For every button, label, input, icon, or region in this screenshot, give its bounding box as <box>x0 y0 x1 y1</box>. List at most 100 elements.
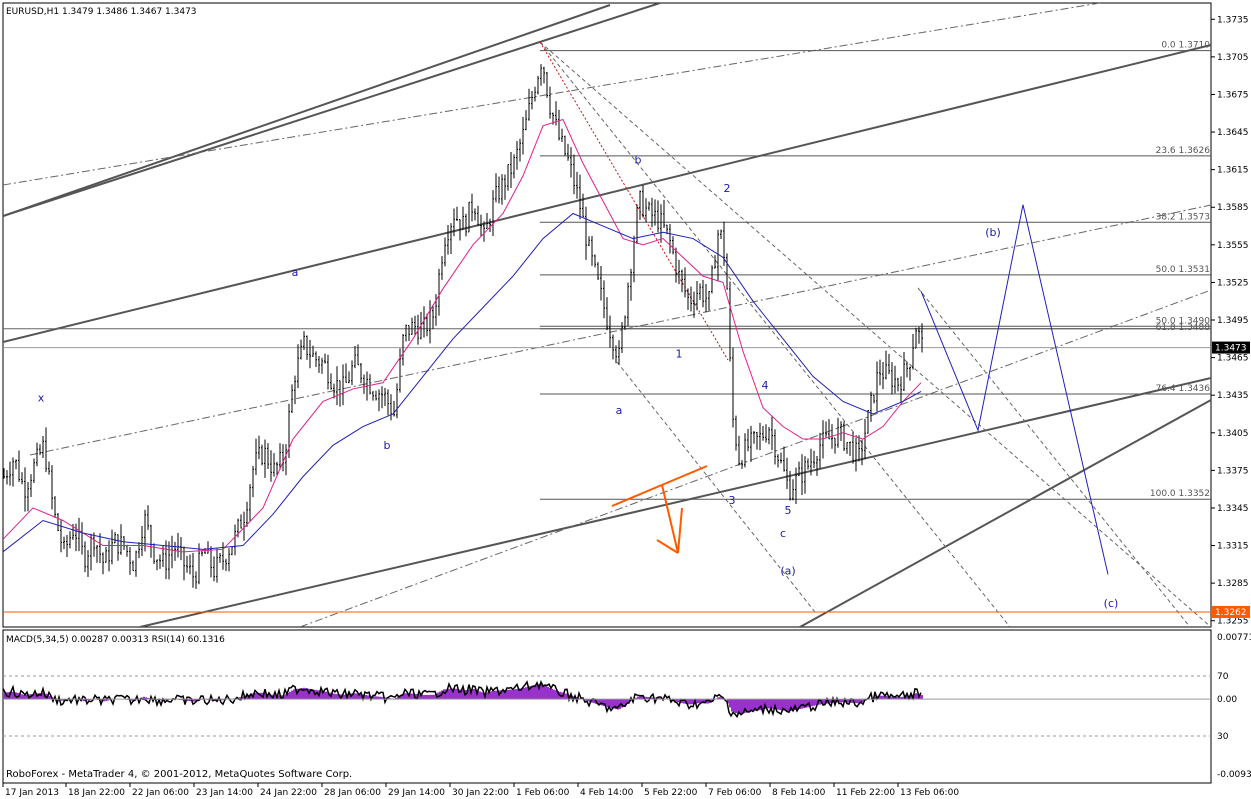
macd-histogram-bar <box>23 695 25 700</box>
macd-histogram-bar <box>401 694 403 700</box>
macd-histogram-bar <box>145 697 147 700</box>
x-tick-label-11: 7 Feb 06:00 <box>708 788 762 798</box>
macd-histogram-bar <box>635 697 637 700</box>
macd-histogram-bar <box>193 699 195 702</box>
fan-line-2 <box>539 41 1011 627</box>
macd-histogram-bar <box>447 688 449 700</box>
macd-histogram-bar <box>527 686 529 700</box>
macd-histogram-bar <box>399 695 401 700</box>
macd-histogram-bar <box>601 699 603 706</box>
macd-histogram-bar <box>887 696 889 700</box>
macd-histogram-bar <box>675 699 677 702</box>
macd-histogram-bar <box>783 699 785 711</box>
macd-histogram-bar <box>323 691 325 700</box>
macd-histogram-bar <box>307 688 309 700</box>
macd-histogram-bar <box>545 685 547 700</box>
macd-histogram-bar <box>239 697 241 700</box>
macd-histogram-bar <box>759 699 761 711</box>
macd-histogram-bar <box>309 688 311 700</box>
macd-histogram-bar <box>289 691 291 700</box>
macd-histogram-bar <box>509 689 511 700</box>
macd-histogram-bar <box>779 699 781 710</box>
macd-histogram-bar <box>657 697 659 700</box>
macd-histogram-bar <box>427 694 429 700</box>
macd-histogram-bar <box>591 699 593 703</box>
macd-histogram-bar <box>481 692 483 700</box>
x-tick-label-3: 23 Jan 14:00 <box>196 788 253 798</box>
wave-label-7: 4 <box>762 379 769 392</box>
wave-label-0: x <box>38 391 45 404</box>
macd-histogram-bar <box>333 693 335 700</box>
macd-histogram-bar <box>919 694 921 700</box>
macd-histogram-bar <box>157 699 159 701</box>
wave-label-4: 2 <box>724 182 731 195</box>
macd-histogram-bar <box>181 699 183 701</box>
macd-histogram-bar <box>755 699 757 711</box>
fib-label-5: 61.8 1.3488 <box>1156 323 1211 333</box>
macd-histogram-bar <box>221 699 223 701</box>
macd-histogram-bar <box>337 694 339 700</box>
macd-histogram-bar <box>823 699 825 704</box>
macd-histogram-bar <box>773 699 775 710</box>
macd-histogram-bar <box>615 699 617 710</box>
macd-histogram-bar <box>695 699 697 704</box>
macd-histogram-bar <box>475 689 477 700</box>
macd-histogram-bar <box>703 699 705 704</box>
macd-histogram-bar <box>537 684 539 700</box>
macd-histogram-bar <box>11 691 13 700</box>
macd-histogram-bar <box>851 699 853 703</box>
y-tick-label-11: 1.3405 <box>1217 429 1249 439</box>
macd-histogram-bar <box>787 699 789 712</box>
macd-histogram-bar <box>293 689 295 700</box>
macd-histogram-bar <box>781 699 783 711</box>
macd-histogram-bar <box>691 699 693 705</box>
macd-histogram-bar <box>531 685 533 700</box>
macd-histogram-bar <box>365 695 367 700</box>
macd-histogram-bar <box>737 699 739 714</box>
x-tick-label-1: 18 Jan 22:00 <box>68 788 125 798</box>
macd-histogram-bar <box>839 699 841 703</box>
macd-histogram-bar <box>83 699 85 702</box>
macd-histogram-bar <box>639 696 641 700</box>
macd-histogram-bar <box>107 699 109 701</box>
macd-histogram-bar <box>269 694 271 700</box>
macd-histogram-bar <box>301 688 303 700</box>
macd-histogram-bar <box>699 699 701 704</box>
macd-histogram-bar <box>25 694 27 700</box>
indicator-header: MACD(5,34,5) 0.00287 0.00313 RSI(14) 60.… <box>6 635 225 645</box>
x-tick-label-10: 5 Feb 22:00 <box>644 788 698 798</box>
macd-histogram-bar <box>291 690 293 700</box>
macd-histogram-bar <box>319 690 321 700</box>
macd-histogram-bar <box>535 684 537 700</box>
macd-histogram-bar <box>335 693 337 700</box>
macd-histogram-bar <box>473 689 475 700</box>
macd-histogram-bar <box>499 690 501 700</box>
macd-histogram-bar <box>495 690 497 700</box>
orange-arrow <box>656 484 683 554</box>
macd-histogram-bar <box>543 684 545 700</box>
macd-histogram-bar <box>735 699 737 714</box>
support-price-label: 1.3262 <box>1215 608 1247 618</box>
macd-histogram-bar <box>355 693 357 700</box>
macd-histogram-bar <box>243 696 245 700</box>
macd-histogram-bar <box>687 699 689 705</box>
macd-histogram-bar <box>521 688 523 700</box>
macd-histogram-bar <box>469 689 471 700</box>
macd-histogram-bar <box>493 690 495 700</box>
x-tick-label-4: 24 Jan 22:00 <box>260 788 317 798</box>
indicator-tick-label-2: 0.00 <box>1217 695 1237 705</box>
macd-histogram-bar <box>557 691 559 700</box>
macd-histogram-bar <box>467 689 469 700</box>
macd-histogram-bar <box>605 699 607 707</box>
macd-histogram-bar <box>721 697 723 700</box>
macd-histogram-bar <box>143 696 145 700</box>
macd-histogram-bar <box>407 693 409 700</box>
wave-label-9: 5 <box>785 504 792 517</box>
macd-histogram-bar <box>523 687 525 700</box>
macd-histogram-bar <box>515 689 517 700</box>
x-tick-label-9: 4 Feb 14:00 <box>580 788 634 798</box>
macd-histogram-bar <box>761 699 763 710</box>
macd-histogram-bar <box>375 696 377 700</box>
macd-histogram-bar <box>303 687 305 700</box>
